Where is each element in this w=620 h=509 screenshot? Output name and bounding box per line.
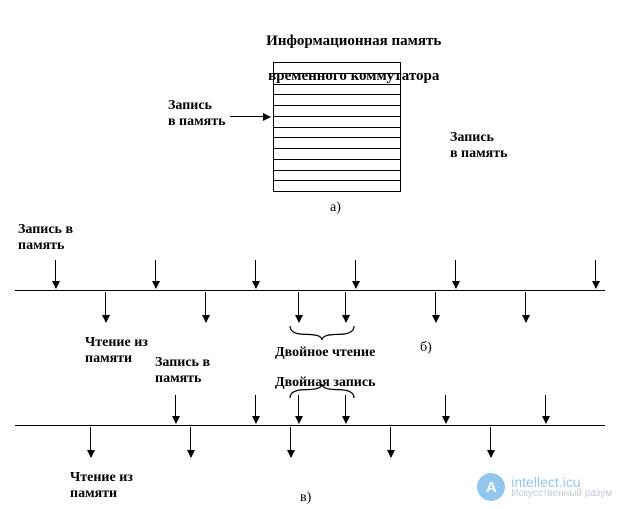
arrow-down-icon bbox=[290, 427, 291, 457]
double-read-brace-icon bbox=[290, 326, 354, 342]
memory-row bbox=[274, 116, 400, 127]
arrow-down-icon bbox=[298, 292, 299, 322]
memory-row bbox=[274, 127, 400, 138]
memory-row bbox=[274, 73, 400, 84]
arrow-down-icon bbox=[435, 292, 436, 322]
memory-row bbox=[274, 159, 400, 170]
double-read-label: Двойное чтение bbox=[275, 345, 375, 361]
fig-a-label: а) bbox=[330, 200, 341, 216]
arrow-down-icon bbox=[525, 292, 526, 322]
watermark-line1: intellect.icu bbox=[511, 475, 612, 489]
axis-c-write-label: Запись в память bbox=[155, 355, 210, 387]
memory-row bbox=[274, 84, 400, 95]
axis-b-read-label: Чтение из памяти bbox=[85, 335, 148, 367]
watermark: A intellect.icu Искусственный разум bbox=[477, 473, 612, 501]
watermark-line2: Искусственный разум bbox=[511, 489, 612, 499]
arrow-down-icon bbox=[255, 395, 256, 423]
memory-row bbox=[274, 105, 400, 116]
arrow-down-icon bbox=[355, 260, 356, 288]
arrow-down-icon bbox=[155, 260, 156, 288]
write-right-label: Запись в память bbox=[450, 130, 508, 162]
arrow-down-icon bbox=[55, 260, 56, 288]
memory-box bbox=[273, 62, 401, 192]
axis-c bbox=[15, 425, 605, 426]
fig-b-label: б) bbox=[420, 340, 432, 356]
fig-c-label: в) bbox=[300, 490, 311, 506]
arrow-down-icon bbox=[490, 427, 491, 457]
arrow-down-icon bbox=[390, 427, 391, 457]
memory-row bbox=[274, 180, 400, 191]
arrow-down-icon bbox=[345, 395, 346, 423]
title-line1: Информационная память bbox=[266, 33, 441, 49]
axis-c-read-label: Чтение из памяти bbox=[70, 470, 133, 502]
arrow-down-icon bbox=[205, 292, 206, 322]
double-write-label: Двойная запись bbox=[275, 375, 376, 391]
memory-row bbox=[274, 63, 400, 73]
memory-row bbox=[274, 148, 400, 159]
arrow-down-icon bbox=[298, 395, 299, 423]
watermark-badge-icon: A bbox=[477, 473, 505, 501]
write-arrow-icon bbox=[230, 116, 270, 117]
arrow-down-icon bbox=[595, 260, 596, 288]
arrow-down-icon bbox=[175, 395, 176, 423]
arrow-down-icon bbox=[255, 260, 256, 288]
arrow-down-icon bbox=[455, 260, 456, 288]
memory-row bbox=[274, 137, 400, 148]
memory-row bbox=[274, 94, 400, 105]
watermark-text: intellect.icu Искусственный разум bbox=[511, 475, 612, 499]
arrow-down-icon bbox=[190, 427, 191, 457]
arrow-down-icon bbox=[445, 395, 446, 423]
axis-b-write-label: Запись в память bbox=[18, 222, 73, 254]
arrow-down-icon bbox=[345, 292, 346, 322]
arrow-down-icon bbox=[105, 292, 106, 322]
axis-b bbox=[15, 290, 605, 291]
memory-row bbox=[274, 170, 400, 181]
write-left-label: Запись в память bbox=[168, 98, 226, 130]
arrow-down-icon bbox=[545, 395, 546, 423]
arrow-down-icon bbox=[90, 427, 91, 457]
